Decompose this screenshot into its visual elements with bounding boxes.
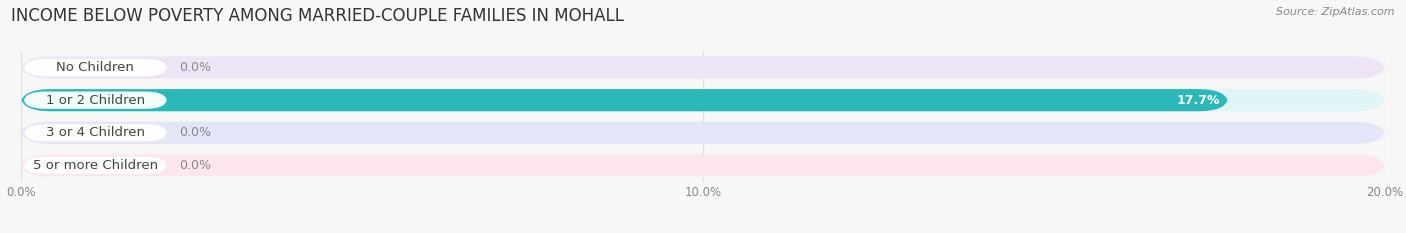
FancyBboxPatch shape: [21, 56, 1385, 79]
Text: 5 or more Children: 5 or more Children: [32, 159, 157, 172]
Text: Source: ZipAtlas.com: Source: ZipAtlas.com: [1277, 7, 1395, 17]
Text: INCOME BELOW POVERTY AMONG MARRIED-COUPLE FAMILIES IN MOHALL: INCOME BELOW POVERTY AMONG MARRIED-COUPL…: [11, 7, 624, 25]
Text: 3 or 4 Children: 3 or 4 Children: [46, 126, 145, 139]
Text: 0.0%: 0.0%: [180, 61, 211, 74]
FancyBboxPatch shape: [24, 59, 167, 76]
Text: 17.7%: 17.7%: [1177, 94, 1220, 107]
FancyBboxPatch shape: [24, 92, 167, 109]
Text: 0.0%: 0.0%: [180, 159, 211, 172]
Text: 0.0%: 0.0%: [180, 126, 211, 139]
FancyBboxPatch shape: [21, 89, 1227, 111]
FancyBboxPatch shape: [24, 157, 167, 174]
FancyBboxPatch shape: [24, 124, 167, 141]
Text: 1 or 2 Children: 1 or 2 Children: [46, 94, 145, 107]
Text: No Children: No Children: [56, 61, 135, 74]
FancyBboxPatch shape: [21, 89, 1385, 111]
FancyBboxPatch shape: [21, 122, 1385, 144]
FancyBboxPatch shape: [21, 154, 1385, 177]
